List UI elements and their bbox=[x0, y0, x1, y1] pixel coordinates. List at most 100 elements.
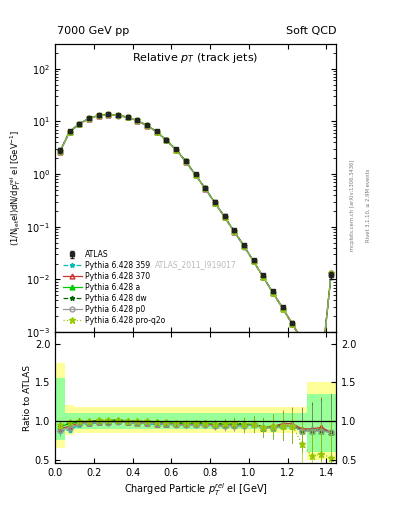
Pythia 6.428 359 bbox=[154, 129, 159, 135]
Pythia 6.428 p0 bbox=[222, 215, 227, 221]
Pythia 6.428 a bbox=[290, 322, 295, 328]
Line: Pythia 6.428 p0: Pythia 6.428 p0 bbox=[57, 113, 334, 369]
Pythia 6.428 370 bbox=[57, 148, 62, 155]
Pythia 6.428 pro-q2o bbox=[145, 122, 149, 129]
Pythia 6.428 dw bbox=[193, 172, 198, 178]
Pythia 6.428 pro-q2o bbox=[193, 172, 198, 178]
Pythia 6.428 a bbox=[261, 274, 266, 281]
Pythia 6.428 p0 bbox=[106, 112, 111, 118]
Text: Relative $p_T$ (track jets): Relative $p_T$ (track jets) bbox=[132, 51, 259, 65]
Pythia 6.428 p0 bbox=[290, 322, 295, 328]
Pythia 6.428 370 bbox=[174, 147, 178, 153]
Pythia 6.428 359 bbox=[271, 290, 275, 296]
Pythia 6.428 dw bbox=[242, 243, 246, 249]
Text: mcplots.cern.ch [arXiv:1306.3436]: mcplots.cern.ch [arXiv:1306.3436] bbox=[350, 159, 355, 250]
Pythia 6.428 a bbox=[116, 112, 120, 118]
Pythia 6.428 p0 bbox=[203, 186, 208, 192]
Pythia 6.428 dw bbox=[184, 158, 188, 164]
Pythia 6.428 dw bbox=[213, 200, 217, 206]
Pythia 6.428 370 bbox=[329, 270, 334, 276]
Pythia 6.428 p0 bbox=[261, 274, 266, 281]
Pythia 6.428 a bbox=[319, 364, 324, 370]
Pythia 6.428 pro-q2o bbox=[164, 137, 169, 143]
Pythia 6.428 pro-q2o bbox=[290, 322, 295, 328]
Pythia 6.428 pro-q2o bbox=[154, 129, 159, 135]
Pythia 6.428 370 bbox=[77, 121, 82, 127]
Pythia 6.428 dw bbox=[203, 185, 208, 191]
Pythia 6.428 p0 bbox=[242, 244, 246, 250]
Pythia 6.428 p0 bbox=[329, 270, 334, 276]
Pythia 6.428 a bbox=[67, 129, 72, 135]
Pythia 6.428 a bbox=[145, 122, 149, 129]
Text: 7000 GeV pp: 7000 GeV pp bbox=[57, 26, 129, 36]
Pythia 6.428 dw bbox=[96, 112, 101, 118]
Pythia 6.428 dw bbox=[222, 214, 227, 220]
Y-axis label: Ratio to ATLAS: Ratio to ATLAS bbox=[23, 365, 32, 431]
Pythia 6.428 a bbox=[242, 243, 246, 249]
Pythia 6.428 pro-q2o bbox=[184, 158, 188, 164]
Pythia 6.428 p0 bbox=[154, 129, 159, 135]
Pythia 6.428 359 bbox=[222, 215, 227, 221]
Pythia 6.428 a bbox=[251, 259, 256, 265]
Pythia 6.428 370 bbox=[125, 114, 130, 120]
Pythia 6.428 pro-q2o bbox=[242, 243, 246, 249]
Pythia 6.428 p0 bbox=[300, 337, 305, 344]
Pythia 6.428 359 bbox=[261, 274, 266, 281]
Pythia 6.428 p0 bbox=[96, 113, 101, 119]
Pythia 6.428 359 bbox=[232, 229, 237, 235]
Pythia 6.428 a bbox=[57, 148, 62, 155]
Pythia 6.428 359 bbox=[106, 112, 111, 118]
Pythia 6.428 dw bbox=[174, 146, 178, 153]
Pythia 6.428 dw bbox=[329, 270, 334, 276]
Pythia 6.428 a bbox=[106, 112, 111, 118]
Pythia 6.428 370 bbox=[145, 122, 149, 129]
Pythia 6.428 a bbox=[184, 158, 188, 164]
Line: Pythia 6.428 370: Pythia 6.428 370 bbox=[57, 112, 334, 368]
Pythia 6.428 a bbox=[77, 121, 82, 127]
Pythia 6.428 359 bbox=[145, 123, 149, 129]
Pythia 6.428 p0 bbox=[145, 122, 149, 129]
Pythia 6.428 a bbox=[86, 115, 91, 121]
Pythia 6.428 359 bbox=[174, 147, 178, 153]
Pythia 6.428 pro-q2o bbox=[96, 112, 101, 118]
Pythia 6.428 a bbox=[125, 114, 130, 120]
Pythia 6.428 370 bbox=[116, 112, 120, 118]
Pythia 6.428 pro-q2o bbox=[319, 364, 324, 370]
Pythia 6.428 a bbox=[203, 185, 208, 191]
Pythia 6.428 a bbox=[96, 112, 101, 118]
Pythia 6.428 pro-q2o bbox=[329, 270, 334, 276]
Pythia 6.428 370 bbox=[222, 214, 227, 220]
Pythia 6.428 p0 bbox=[77, 121, 82, 127]
Pythia 6.428 370 bbox=[213, 200, 217, 206]
Pythia 6.428 p0 bbox=[184, 159, 188, 165]
Line: Pythia 6.428 dw: Pythia 6.428 dw bbox=[57, 112, 334, 369]
Pythia 6.428 pro-q2o bbox=[280, 306, 285, 312]
Pythia 6.428 dw bbox=[57, 148, 62, 155]
Pythia 6.428 359 bbox=[96, 113, 101, 119]
Pythia 6.428 370 bbox=[280, 305, 285, 311]
Pythia 6.428 370 bbox=[271, 290, 275, 296]
Pythia 6.428 370 bbox=[300, 336, 305, 343]
Pythia 6.428 pro-q2o bbox=[213, 200, 217, 206]
Pythia 6.428 pro-q2o bbox=[271, 290, 275, 296]
Pythia 6.428 a bbox=[309, 353, 314, 359]
Pythia 6.428 359 bbox=[242, 244, 246, 250]
Pythia 6.428 pro-q2o bbox=[67, 129, 72, 135]
Pythia 6.428 370 bbox=[232, 228, 237, 234]
Line: Pythia 6.428 a: Pythia 6.428 a bbox=[57, 112, 334, 369]
Pythia 6.428 p0 bbox=[125, 114, 130, 120]
Pythia 6.428 pro-q2o bbox=[251, 259, 256, 265]
Pythia 6.428 370 bbox=[203, 185, 208, 191]
Pythia 6.428 a bbox=[193, 172, 198, 178]
Pythia 6.428 359 bbox=[67, 129, 72, 135]
Pythia 6.428 pro-q2o bbox=[57, 148, 62, 155]
Pythia 6.428 a bbox=[135, 117, 140, 123]
Pythia 6.428 359 bbox=[213, 200, 217, 206]
Pythia 6.428 pro-q2o bbox=[222, 214, 227, 220]
Pythia 6.428 p0 bbox=[251, 259, 256, 265]
Text: Rivet 3.1.10, ≥ 2.9M events: Rivet 3.1.10, ≥ 2.9M events bbox=[365, 168, 371, 242]
Line: Pythia 6.428 359: Pythia 6.428 359 bbox=[57, 113, 334, 369]
Pythia 6.428 359 bbox=[290, 322, 295, 328]
Pythia 6.428 pro-q2o bbox=[300, 337, 305, 344]
Pythia 6.428 370 bbox=[251, 259, 256, 265]
